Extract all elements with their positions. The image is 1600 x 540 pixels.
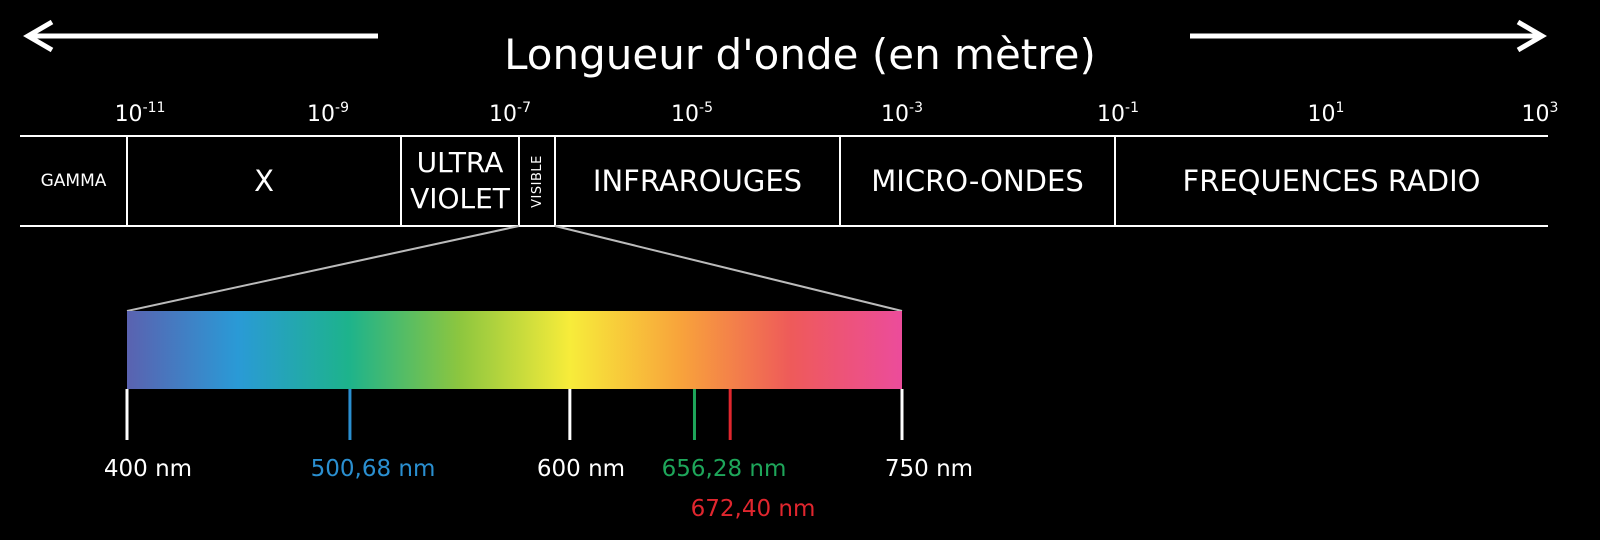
marker-label-672-40: 672,40 nm bbox=[690, 496, 816, 522]
tick-label: 101 bbox=[1307, 100, 1345, 127]
band-ultraviolet: ULTRA VIOLET bbox=[401, 136, 519, 226]
marker-lines bbox=[125, 389, 904, 440]
band-visible-label: VISIBLE bbox=[529, 154, 545, 208]
visible-spectrum-bar bbox=[127, 311, 902, 389]
marker-label-750: 750 nm bbox=[884, 456, 974, 482]
tick-label: 10-3 bbox=[881, 100, 923, 127]
marker-label-600: 600 nm bbox=[536, 456, 626, 482]
marker-label-500-68: 500,68 nm bbox=[310, 456, 436, 482]
zoom-line-left bbox=[126, 225, 520, 312]
band-visible: VISIBLE bbox=[519, 136, 555, 226]
tick-label: 10-11 bbox=[114, 100, 166, 127]
band-infrared: INFRAROUGES bbox=[592, 164, 803, 198]
band-ultraviolet-line2: VIOLET bbox=[410, 182, 510, 215]
band-microwave: MICRO-ONDES bbox=[871, 164, 1084, 198]
right-arrow bbox=[1190, 19, 1547, 53]
tick-label: 103 bbox=[1521, 100, 1559, 127]
band-x-rays: X bbox=[254, 164, 274, 198]
left-arrow bbox=[23, 19, 378, 53]
axis-title: Longueur d'onde (en mètre) bbox=[504, 30, 1096, 79]
marker-label-656-28: 656,28 nm bbox=[661, 456, 787, 482]
tick-label: 10-5 bbox=[671, 100, 713, 127]
tick-label: 10-9 bbox=[307, 100, 349, 127]
band-ultraviolet-line1: ULTRA bbox=[416, 146, 504, 179]
zoom-line-right bbox=[554, 225, 903, 312]
marker-label-400: 400 nm bbox=[103, 456, 193, 482]
tick-label: 10-7 bbox=[489, 100, 531, 127]
tick-label: 10-1 bbox=[1097, 100, 1139, 127]
band-gamma: GAMMA bbox=[40, 171, 107, 191]
band-radio: FREQUENCES RADIO bbox=[1182, 164, 1481, 198]
